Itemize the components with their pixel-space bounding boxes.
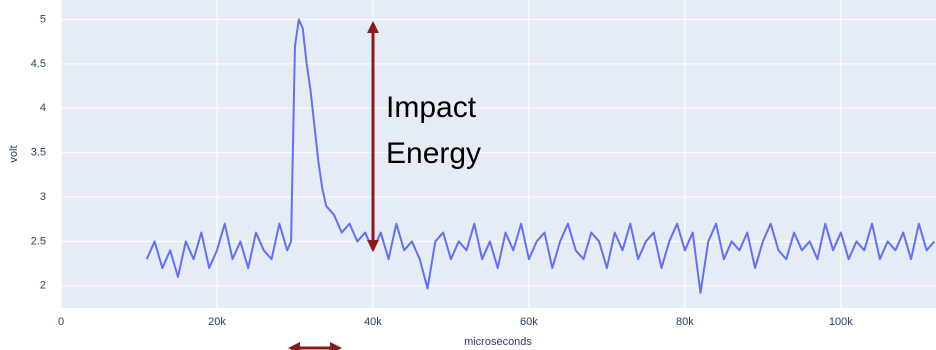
line-series: [145, 18, 936, 294]
y-tick-label: 3.5: [31, 147, 46, 159]
x-tick-label: 60k: [520, 316, 538, 328]
x-tick-label: 40k: [364, 316, 382, 328]
annotation-text: Energy: [386, 137, 481, 170]
y-tick-label: 2: [40, 280, 46, 292]
y-tick-label: 3: [40, 191, 46, 203]
x-tick-label: 0: [58, 316, 64, 328]
y-tick-label: 5: [40, 13, 46, 25]
annotation-text: Impact: [386, 91, 477, 124]
x-tick-label: 80k: [676, 316, 694, 328]
x-tick-label: 20k: [208, 316, 226, 328]
y-tick-label: 4: [40, 102, 46, 114]
y-tick-label: 2.5: [31, 235, 46, 247]
x-tick-label: 100k: [829, 316, 853, 328]
y-tick-label: 4.5: [31, 58, 46, 70]
y-axis-title: volt: [8, 145, 20, 162]
x-axis-title: microseconds: [464, 336, 532, 348]
